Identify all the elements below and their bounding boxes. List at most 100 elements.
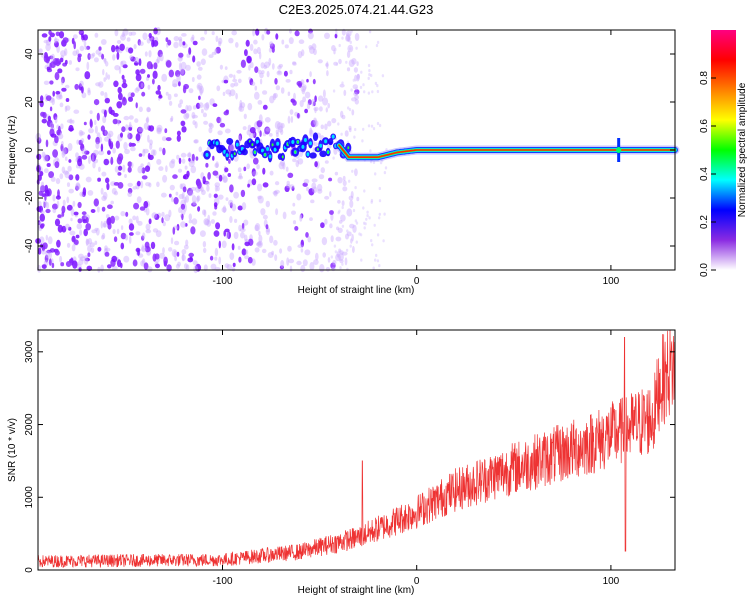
spectrogram-noise-cell bbox=[93, 149, 99, 156]
spectrogram-noise-cell bbox=[133, 61, 139, 66]
spectrogram-noise-cell bbox=[237, 175, 244, 180]
spectrogram-noise-cell bbox=[337, 227, 343, 233]
spectrogram-noise-cell bbox=[99, 136, 103, 143]
spectrogram-noise-cell bbox=[298, 39, 305, 44]
spectrogram-noise-cell bbox=[338, 220, 343, 224]
spectrogram-noise-cell bbox=[91, 229, 98, 234]
spectrogram-noise-cell bbox=[289, 184, 295, 189]
spectrogram-noise-cell bbox=[200, 58, 206, 66]
spectrogram-noise-cell bbox=[120, 225, 124, 231]
spectrogram-noise-cell bbox=[114, 65, 121, 71]
spectrogram-noise-cell bbox=[218, 256, 222, 265]
spectrogram-noise-cell bbox=[232, 262, 236, 267]
spectrogram-noise-cell bbox=[218, 194, 224, 200]
spectrogram-noise-cell bbox=[57, 224, 63, 233]
spectrogram-noise-cell bbox=[175, 263, 180, 269]
spectrogram-noise-cell bbox=[307, 99, 312, 106]
spectrogram-noise-cell bbox=[373, 223, 376, 227]
spectrogram-noise-cell bbox=[39, 213, 45, 222]
spectrogram-noise-cell bbox=[252, 28, 256, 37]
spectrogram-noise-cell bbox=[307, 236, 312, 243]
spectrogram-noise-cell bbox=[180, 203, 186, 210]
spectrogram-noise-cell bbox=[342, 175, 346, 181]
spectrogram-noise-cell bbox=[185, 195, 190, 203]
spectrogram-noise-cell bbox=[180, 221, 187, 228]
spectrogram-noise-cell bbox=[183, 244, 189, 250]
spectrogram-noise-cell bbox=[86, 45, 91, 50]
spectrogram-noise-cell bbox=[171, 249, 178, 258]
spectrogram-ridge-cell bbox=[328, 138, 334, 145]
spectrogram-noise-cell bbox=[343, 89, 347, 96]
spectrogram-noise-cell bbox=[68, 188, 74, 194]
spectrogram-noise-cell bbox=[237, 167, 242, 173]
spectrogram-noise-cell bbox=[314, 107, 317, 114]
spectrogram-noise-cell bbox=[85, 217, 89, 224]
spectrogram-noise-cell bbox=[287, 245, 292, 252]
spectrogram-noise-cell bbox=[325, 267, 331, 272]
spectrogram-noise-cell bbox=[278, 63, 283, 68]
spectrogram-noise-cell bbox=[150, 149, 156, 157]
spectrogram-noise-cell bbox=[45, 139, 49, 148]
spectrogram-noise-cell bbox=[152, 228, 159, 233]
spectrogram-noise-cell bbox=[124, 234, 129, 241]
spectrogram-noise-cell bbox=[233, 82, 239, 87]
spectrogram-noise-cell bbox=[257, 195, 264, 204]
spectrogram-ridge-core bbox=[319, 143, 323, 148]
spectrogram-noise-cell bbox=[352, 208, 356, 213]
spectrogram-noise-cell bbox=[360, 258, 363, 262]
spectrogram-noise-cell bbox=[338, 209, 341, 213]
spectrogram-noise-cell bbox=[156, 124, 163, 132]
spectrogram-noise-cell bbox=[383, 212, 386, 216]
spectrogram-ridge-cell bbox=[309, 152, 317, 159]
spectrogram-noise-cell bbox=[275, 33, 279, 40]
spectrogram-noise-cell bbox=[292, 62, 297, 66]
spectrogram-noise-cell bbox=[273, 92, 278, 99]
spectrogram-noise-cell bbox=[85, 239, 90, 246]
spectrogram-noise-cell bbox=[275, 208, 279, 216]
spectrogram-noise-cell bbox=[147, 266, 153, 273]
spectrogram-noise-cell bbox=[313, 117, 317, 125]
spectrogram-noise-cell bbox=[94, 32, 99, 38]
spectrogram-noise-cell bbox=[334, 250, 338, 254]
spectrogram-noise-cell bbox=[311, 182, 317, 190]
spectrogram-noise-cell bbox=[170, 115, 174, 122]
spectrogram-noise-cell bbox=[171, 158, 176, 164]
spectrogram-noise-cell bbox=[321, 237, 328, 246]
spectrogram-noise-cell bbox=[280, 87, 285, 94]
spectrogram-noise-cell bbox=[44, 154, 51, 162]
spectrogram-noise-cell bbox=[63, 147, 69, 155]
spectrogram-noise-cell bbox=[197, 66, 203, 71]
spectrogram-y-ticks: -40 -20 0 20 40 bbox=[24, 48, 675, 253]
spectrogram-noise-cell bbox=[243, 166, 247, 172]
spectrogram-noise-cell bbox=[52, 208, 57, 214]
spectrogram-noise-cell bbox=[178, 62, 182, 71]
spectrogram-noise-cell bbox=[285, 79, 291, 83]
spectrogram-ridge-core bbox=[235, 142, 239, 147]
spectrogram-noise-cell bbox=[80, 138, 85, 144]
spectrogram-noise-cell bbox=[353, 92, 358, 96]
spectrogram-noise-cell bbox=[148, 32, 152, 39]
spectrogram-noise-cell bbox=[122, 96, 126, 102]
spectrogram-noise-cell bbox=[313, 106, 319, 112]
spectrogram-noise-cell bbox=[75, 174, 80, 181]
spectrogram-noise-cell bbox=[181, 126, 187, 133]
spectrogram-noise-cell bbox=[48, 171, 54, 179]
spectrogram-noise-cell bbox=[199, 230, 206, 238]
spectrogram-noise-cell bbox=[65, 105, 71, 111]
spectrogram-noise-cell bbox=[118, 92, 123, 101]
spectrogram-noise-cell bbox=[362, 83, 365, 87]
spectrogram-noise-cell bbox=[340, 132, 343, 136]
spectrogram-noise-cell bbox=[198, 146, 203, 153]
spectrogram-noise-cell bbox=[147, 84, 151, 90]
spectrogram-noise-cell bbox=[267, 252, 274, 258]
spectrogram-noise-cell bbox=[272, 93, 277, 101]
spectrogram-noise-cell bbox=[348, 108, 352, 112]
spectrogram-noise-cell bbox=[369, 160, 373, 164]
spectrogram-noise-cell bbox=[258, 234, 263, 243]
spectrogram-noise-cell bbox=[293, 92, 296, 101]
spectrogram-noise-cell bbox=[132, 259, 138, 267]
spectrogram-noise-cell bbox=[192, 55, 196, 63]
spectrogram-noise-cell bbox=[85, 176, 92, 183]
spectrogram-noise-cell bbox=[337, 122, 340, 126]
spectrogram-noise-cell bbox=[85, 238, 89, 247]
